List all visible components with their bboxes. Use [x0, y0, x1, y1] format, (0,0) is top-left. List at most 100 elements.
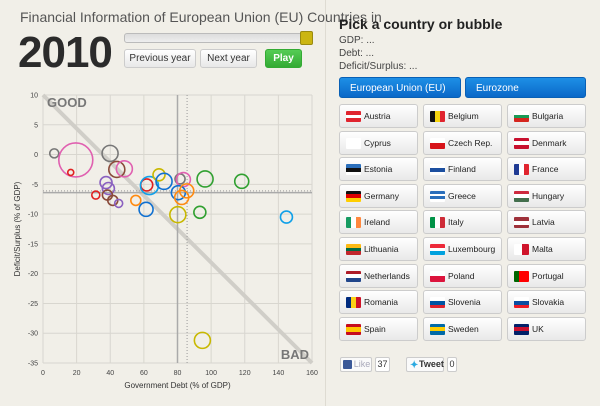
country-bubble[interactable]	[48, 148, 60, 159]
country-button-slovenia[interactable]: Slovenia	[423, 290, 502, 315]
country-label: Poland	[448, 270, 475, 281]
x-tick-label: 140	[273, 370, 285, 377]
twitter-icon: ✦	[410, 360, 419, 371]
country-label: Slovakia	[532, 297, 565, 308]
flag-icon	[430, 190, 445, 202]
country-label: Luxembourg	[448, 244, 496, 254]
country-button-spain[interactable]: Spain	[339, 316, 418, 341]
country-button-finland[interactable]: Finland	[423, 157, 502, 182]
year-slider[interactable]	[124, 33, 312, 43]
y-tick-label: -15	[28, 241, 38, 248]
page-title: Financial Information of European Union …	[20, 9, 382, 25]
flag-icon	[514, 137, 529, 149]
country-button-belgium[interactable]: Belgium	[423, 104, 502, 128]
country-button-slovakia[interactable]: Slovakia	[507, 290, 586, 315]
country-button-cyprus[interactable]: Cyprus	[339, 130, 418, 155]
country-bubble[interactable]	[173, 189, 190, 206]
country-button-france[interactable]: France	[507, 157, 586, 182]
country-button-austria[interactable]: Austria	[339, 104, 418, 128]
flag-icon	[430, 164, 445, 176]
tweet-button[interactable]: ✦ Tweet	[406, 357, 444, 372]
country-button-romania[interactable]: Romania	[339, 290, 418, 315]
panel-heading: Pick a country or bubble	[339, 16, 503, 32]
country-bubble[interactable]	[138, 201, 154, 218]
country-button-estonia[interactable]: Estonia	[339, 157, 418, 182]
country-bubble[interactable]	[101, 181, 116, 196]
eurozone-button[interactable]: Eurozone	[465, 77, 586, 98]
country-bubble[interactable]	[170, 184, 187, 201]
country-button-czech-rep-[interactable]: Czech Rep.	[423, 130, 502, 155]
country-button-hungary[interactable]: Hungary	[507, 183, 586, 208]
country-label: Sweden	[448, 323, 479, 334]
flag-icon	[430, 297, 445, 309]
y-tick-label: -30	[28, 331, 38, 338]
country-bubble[interactable]	[106, 194, 119, 207]
divider	[325, 0, 326, 406]
country-button-germany[interactable]: Germany	[339, 183, 418, 208]
country-bubble[interactable]	[57, 142, 94, 178]
flag-icon	[430, 323, 445, 335]
x-tick-label: 80	[174, 370, 182, 377]
x-tick-label: 120	[239, 370, 251, 377]
country-label: Bulgaria	[532, 111, 564, 121]
country-bubble[interactable]	[152, 168, 166, 182]
flag-icon	[514, 297, 529, 309]
country-label: Denmark	[532, 137, 567, 148]
y-tick-label: -25	[28, 301, 38, 308]
country-bubble[interactable]	[99, 175, 113, 190]
country-bubble[interactable]	[175, 171, 192, 188]
country-button-uk[interactable]: UK	[507, 316, 586, 341]
country-button-ireland[interactable]: Ireland	[339, 210, 418, 235]
tweet-label: Tweet	[419, 359, 444, 369]
country-button-luxembourg[interactable]: Luxembourg	[423, 237, 502, 261]
country-label: Estonia	[364, 164, 393, 175]
flag-icon	[430, 111, 445, 122]
flag-icon	[346, 270, 361, 282]
country-bubble[interactable]	[233, 173, 250, 190]
country-bubble[interactable]	[108, 160, 126, 179]
country-button-malta[interactable]: Malta	[507, 237, 586, 261]
facebook-like-button[interactable]: Like	[340, 357, 372, 372]
like-label: Like	[353, 359, 371, 369]
country-bubble[interactable]	[196, 170, 214, 188]
flag-icon	[514, 323, 529, 335]
flag-icon	[514, 217, 529, 229]
country-button-greece[interactable]: Greece	[423, 183, 502, 208]
country-bubble[interactable]	[113, 198, 124, 209]
country-button-italy[interactable]: Italy	[423, 210, 502, 235]
eu-button[interactable]: European Union (EU)	[339, 77, 461, 98]
country-button-bulgaria[interactable]: Bulgaria	[507, 104, 586, 128]
flag-icon	[346, 217, 361, 229]
country-button-poland[interactable]: Poland	[423, 263, 502, 288]
country-bubble[interactable]	[279, 210, 294, 224]
play-button[interactable]: Play	[265, 49, 302, 68]
country-button-sweden[interactable]: Sweden	[423, 316, 502, 341]
country-button-denmark[interactable]: Denmark	[507, 130, 586, 155]
country-bubble[interactable]	[169, 205, 187, 224]
previous-year-button[interactable]: Previous year	[124, 49, 196, 68]
flag-icon	[514, 111, 529, 122]
country-bubble[interactable]	[193, 205, 207, 220]
country-bubble[interactable]	[130, 194, 142, 207]
y-tick-label: -20	[28, 271, 38, 278]
y-tick-label: -10	[28, 212, 38, 219]
next-year-button[interactable]: Next year	[200, 49, 257, 68]
country-button-latvia[interactable]: Latvia	[507, 210, 586, 235]
country-button-netherlands[interactable]: Netherlands	[339, 263, 418, 288]
country-label: Finland	[448, 164, 476, 175]
flag-icon	[514, 270, 529, 282]
flag-icon	[346, 164, 361, 176]
country-bubble[interactable]	[155, 172, 173, 191]
country-bubble[interactable]	[90, 190, 101, 200]
country-bubble[interactable]	[101, 144, 119, 163]
country-button-lithuania[interactable]: Lithuania	[339, 237, 418, 261]
year-slider-handle[interactable]	[300, 31, 313, 45]
country-bubble[interactable]	[193, 331, 212, 350]
country-bubble[interactable]	[115, 160, 134, 178]
y-tick-label: 10	[30, 93, 38, 100]
x-axis-label: Government Debt (% of GDP)	[124, 381, 231, 390]
country-bubble[interactable]	[66, 168, 75, 177]
country-button-portugal[interactable]: Portugal	[507, 263, 586, 288]
like-count: 37	[375, 357, 390, 372]
country-bubble[interactable]	[139, 175, 160, 196]
